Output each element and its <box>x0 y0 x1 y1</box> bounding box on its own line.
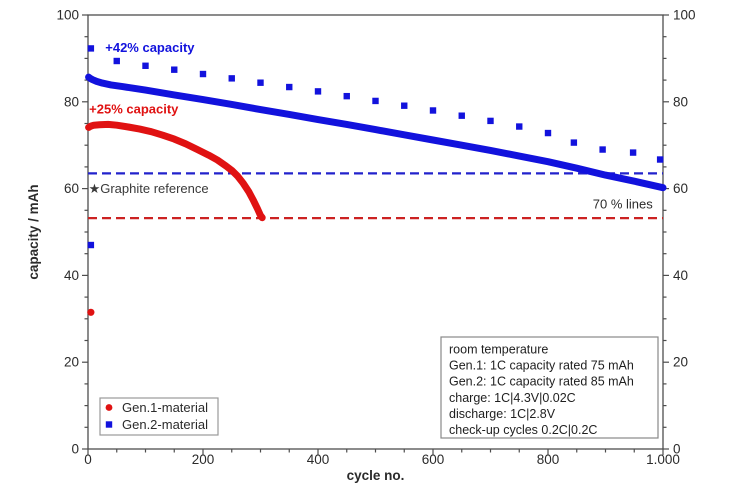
data-point-square <box>487 117 494 125</box>
y2-tick-label: 0 <box>673 442 681 457</box>
annotation-seventy-pct: 70 % lines <box>593 196 653 211</box>
data-point-square <box>142 62 149 69</box>
data-point-square <box>544 129 552 137</box>
x-axis-title: cycle no. <box>347 468 405 483</box>
legend-marker-square <box>105 421 113 428</box>
data-point-square <box>401 102 408 109</box>
reference-lines <box>88 172 663 220</box>
series-gen-2-first-cycle-outlier <box>87 241 95 249</box>
legend-label: Gen.2-material <box>122 417 208 432</box>
annotations: +42% capacity +25% capacity ★Graphite refe… <box>89 40 654 211</box>
x-tick-label: 600 <box>422 452 445 467</box>
y2-tick-label: 40 <box>673 268 688 283</box>
data-point-square <box>286 83 293 91</box>
data-point-square <box>516 123 523 130</box>
y-tick-label: 100 <box>56 8 79 23</box>
data-point-square <box>87 241 95 249</box>
annotation-gen1-gain: +25% capacity <box>89 102 179 117</box>
data-point-square <box>171 66 178 73</box>
x-tick-label: 800 <box>537 452 560 467</box>
data-point-square <box>257 79 264 86</box>
legend-box <box>99 397 219 436</box>
series-gen-1-first-cycle-outlier <box>87 308 95 316</box>
y2-tick-label: 60 <box>673 181 688 196</box>
data-point-square <box>228 75 235 82</box>
info-box-line: Gen.2: 1C capacity rated 85 mAh <box>449 375 634 389</box>
info-box-line: discharge: 1C|2.8V <box>449 407 556 421</box>
x-tick-label: 1.000 <box>646 452 680 467</box>
y-tick-label: 80 <box>64 94 79 109</box>
x-tick-label: 0 <box>84 452 92 467</box>
info-box-frame <box>440 336 659 439</box>
x-tick-label: 400 <box>307 452 330 467</box>
y2-tick-label: 100 <box>673 8 696 23</box>
info-box-line: room temperature <box>449 343 548 357</box>
data-point-square <box>629 149 637 156</box>
data-point-square <box>656 156 664 163</box>
info-box-line: charge: 1C|4.3V|0.02C <box>449 391 576 405</box>
info-box-line: check-up cycles 0.2C|0.2C <box>449 423 597 437</box>
y-tick-label: 40 <box>64 268 79 283</box>
data-point-square <box>599 146 606 153</box>
y2-tick-label: 20 <box>673 355 688 370</box>
x-tick-label: 200 <box>192 452 215 467</box>
info-box: room temperature Gen.1: 1C capacity rated… <box>440 336 659 439</box>
legend: Gen.1-material Gen.2-material <box>99 397 219 436</box>
data-point-square <box>87 45 95 52</box>
y-tick-label: 60 <box>64 181 79 196</box>
series-gen-2-material-check-up-cycles-0-2c- <box>87 45 664 163</box>
data-point-square <box>458 112 465 119</box>
series-line <box>85 120 266 222</box>
data-point-square <box>429 107 437 114</box>
data-point-square <box>113 57 120 65</box>
legend-marker-circle <box>105 404 113 411</box>
data-point-square <box>343 92 350 100</box>
legend-label: Gen.1-material <box>122 400 208 415</box>
y-axis-title: capacity / mAh <box>26 184 41 279</box>
series-gen-2-material-1c-cycling- <box>85 73 667 192</box>
data-point-circle <box>87 308 95 316</box>
y-tick-label: 0 <box>71 442 79 457</box>
data-point-square <box>372 97 379 105</box>
series-line <box>85 73 667 192</box>
series-gen-1-material-1c-cycling- <box>85 120 266 222</box>
annotation-graphite-ref: ★Graphite reference <box>89 181 209 196</box>
annotation-gen2-gain: +42% capacity <box>105 40 195 55</box>
y2-tick-label: 80 <box>673 94 688 109</box>
y-tick-label: 20 <box>64 355 79 370</box>
data-point-square <box>199 70 207 78</box>
data-point-square <box>570 139 578 146</box>
data-point-square <box>314 88 322 95</box>
info-box-line: Gen.1: 1C capacity rated 75 mAh <box>449 359 634 373</box>
